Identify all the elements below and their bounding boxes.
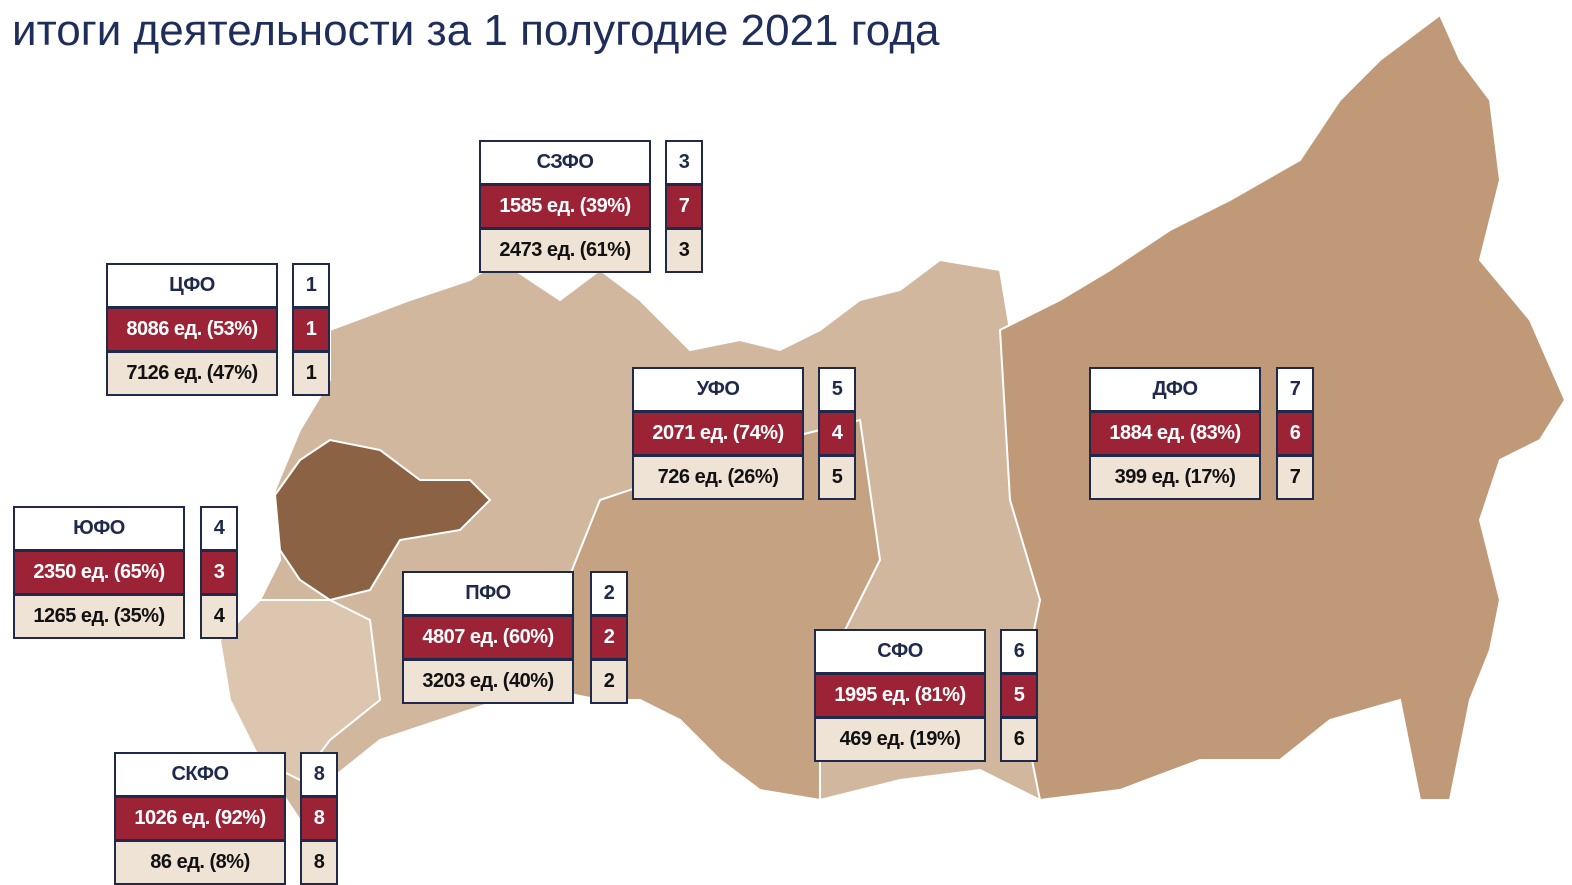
row-value: 399 ед. (17%) (1089, 456, 1261, 500)
district-box: ЮФО 2350 ед. (65%) 1265 ед. (35%) (13, 506, 185, 639)
row-value: 8086 ед. (53%) (106, 308, 278, 352)
row-value: 1026 ед. (92%) (114, 797, 286, 841)
row-rank: 3 (665, 229, 703, 273)
region-south (218, 599, 382, 782)
row-rank: 4 (200, 595, 238, 639)
district-box: СФО 1995 ед. (81%) 469 ед. (19%) (814, 629, 986, 762)
district-name: ЦФО (106, 263, 278, 308)
row-rank: 4 (818, 412, 856, 456)
district-box: ДФО 1884 ед. (83%) 399 ед. (17%) (1089, 367, 1261, 500)
row-rank: 5 (1000, 674, 1038, 718)
district-box: ЦФО 8086 ед. (53%) 7126 ед. (47%) (106, 263, 278, 396)
row-value: 1585 ед. (39%) (479, 185, 651, 229)
row-rank: 5 (818, 456, 856, 500)
row-value: 1265 ед. (35%) (13, 595, 185, 639)
district-name: СФО (814, 629, 986, 674)
row-rank: 2 (590, 616, 628, 660)
row-value: 2350 ед. (65%) (13, 551, 185, 595)
row-rank: 7 (1276, 456, 1314, 500)
district-rank: 1 (292, 263, 330, 308)
row-rank: 1 (292, 352, 330, 396)
row-value: 7126 ед. (47%) (106, 352, 278, 396)
row-rank: 6 (1000, 718, 1038, 762)
row-rank: 1 (292, 308, 330, 352)
district-box: УФО 2071 ед. (74%) 726 ед. (26%) (632, 367, 804, 500)
region-central (273, 438, 492, 602)
district-rank: 5 (818, 367, 856, 412)
district-rank: 3 (665, 140, 703, 185)
district-rank: 8 (300, 752, 338, 797)
district-name: УФО (632, 367, 804, 412)
title: итоги деятельности за 1 полугодие 2021 г… (12, 6, 940, 55)
district-box: СЗФО 1585 ед. (39%) 2473 ед. (61%) (479, 140, 651, 273)
district-name: ДФО (1089, 367, 1261, 412)
row-rank: 8 (300, 841, 338, 885)
district-name: ЮФО (13, 506, 185, 551)
row-rank: 2 (590, 660, 628, 704)
row-value: 1995 ед. (81%) (814, 674, 986, 718)
row-value: 4807 ед. (60%) (402, 616, 574, 660)
district-name: ПФО (402, 571, 574, 616)
district-rank: 6 (1000, 629, 1038, 674)
district-box: СКФО 1026 ед. (92%) 86 ед. (8%) (114, 752, 286, 885)
row-value: 3203 ед. (40%) (402, 660, 574, 704)
district-rank: 2 (590, 571, 628, 616)
district-rank: 4 (200, 506, 238, 551)
row-value: 2473 ед. (61%) (479, 229, 651, 273)
row-rank: 7 (665, 185, 703, 229)
row-value: 726 ед. (26%) (632, 456, 804, 500)
district-box: ПФО 4807 ед. (60%) 3203 ед. (40%) (402, 571, 574, 704)
row-value: 469 ед. (19%) (814, 718, 986, 762)
row-rank: 8 (300, 797, 338, 841)
row-value: 86 ед. (8%) (114, 841, 286, 885)
row-rank: 3 (200, 551, 238, 595)
row-rank: 6 (1276, 412, 1314, 456)
row-value: 1884 ед. (83%) (1089, 412, 1261, 456)
district-name: СКФО (114, 752, 286, 797)
district-rank: 7 (1276, 367, 1314, 412)
row-value: 2071 ед. (74%) (632, 412, 804, 456)
district-name: СЗФО (479, 140, 651, 185)
